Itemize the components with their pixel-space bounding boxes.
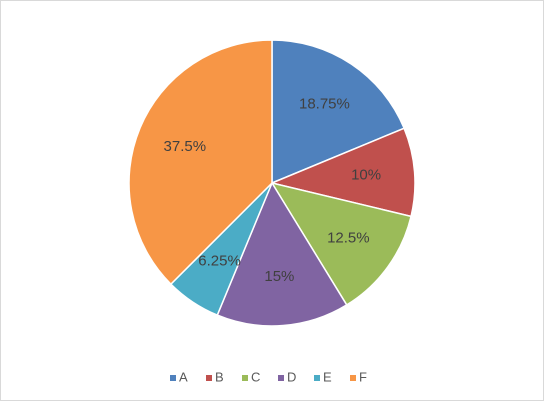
legend-marker	[170, 375, 176, 381]
data-label: 15%	[264, 268, 294, 285]
legend-label: C	[251, 369, 260, 384]
legend-marker	[314, 375, 320, 381]
legend-label: F	[359, 369, 367, 384]
data-label: 18.75%	[299, 95, 350, 112]
pie-slice	[270, 181, 412, 306]
legend-marker	[278, 375, 284, 381]
data-label: 6.25%	[198, 252, 241, 269]
legend-label: A	[179, 369, 188, 384]
pie-slice	[269, 127, 416, 218]
legend-label: D	[287, 369, 296, 384]
legend-label: E	[323, 369, 332, 384]
pie-slice	[216, 181, 348, 327]
data-label: 10%	[351, 167, 381, 184]
pie-slice	[128, 39, 273, 286]
legend-marker	[242, 375, 248, 381]
pie-slice	[271, 39, 406, 185]
data-label: 12.5%	[327, 229, 370, 246]
legend-marker	[350, 375, 356, 381]
legend-label: B	[215, 369, 224, 384]
data-label: 37.5%	[164, 138, 207, 155]
legend-marker	[206, 375, 212, 381]
